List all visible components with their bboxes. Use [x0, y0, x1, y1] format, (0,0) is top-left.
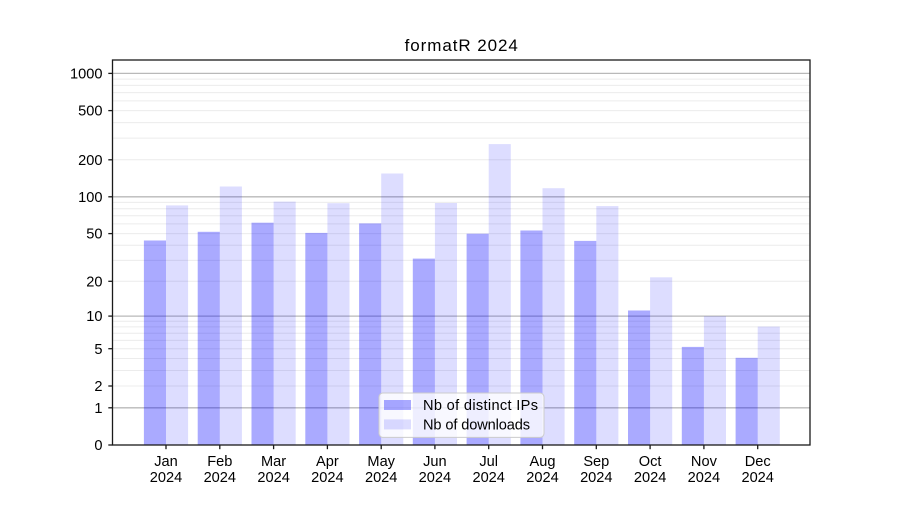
svg-text:5: 5	[94, 342, 102, 358]
svg-text:200: 200	[78, 153, 102, 169]
svg-text:0: 0	[94, 438, 102, 454]
svg-text:2024: 2024	[741, 470, 773, 486]
svg-text:2024: 2024	[634, 470, 666, 486]
svg-text:100: 100	[78, 190, 102, 206]
svg-text:10: 10	[86, 309, 102, 325]
svg-text:2: 2	[94, 379, 102, 395]
svg-text:2024: 2024	[150, 470, 182, 486]
svg-text:2024: 2024	[688, 470, 720, 486]
svg-text:2024: 2024	[365, 470, 397, 486]
svg-text:2024: 2024	[204, 470, 236, 486]
svg-text:500: 500	[78, 104, 102, 120]
svg-text:Nb of distinct IPs: Nb of distinct IPs	[423, 398, 538, 414]
svg-text:2024: 2024	[311, 470, 343, 486]
svg-text:Nb of downloads: Nb of downloads	[423, 417, 530, 433]
svg-text:Sep: Sep	[583, 454, 609, 470]
svg-text:Aug: Aug	[530, 454, 556, 470]
svg-text:Jul: Jul	[479, 454, 498, 470]
svg-text:Feb: Feb	[207, 454, 232, 470]
svg-text:Dec: Dec	[745, 454, 771, 470]
svg-text:Oct: Oct	[639, 454, 662, 470]
svg-text:20: 20	[86, 274, 102, 290]
svg-text:May: May	[367, 454, 395, 470]
svg-text:2024: 2024	[526, 470, 558, 486]
svg-text:1: 1	[94, 401, 102, 417]
svg-text:50: 50	[86, 227, 102, 243]
svg-text:2024: 2024	[472, 470, 504, 486]
svg-text:2024: 2024	[419, 470, 451, 486]
svg-text:Jun: Jun	[423, 454, 447, 470]
svg-text:Jan: Jan	[154, 454, 178, 470]
svg-text:1000: 1000	[70, 67, 102, 83]
svg-text:Apr: Apr	[316, 454, 339, 470]
svg-text:2024: 2024	[257, 470, 289, 486]
svg-text:Nov: Nov	[691, 454, 718, 470]
svg-text:Mar: Mar	[261, 454, 286, 470]
svg-text:formatR 2024: formatR 2024	[405, 36, 518, 55]
svg-text:2024: 2024	[580, 470, 612, 486]
